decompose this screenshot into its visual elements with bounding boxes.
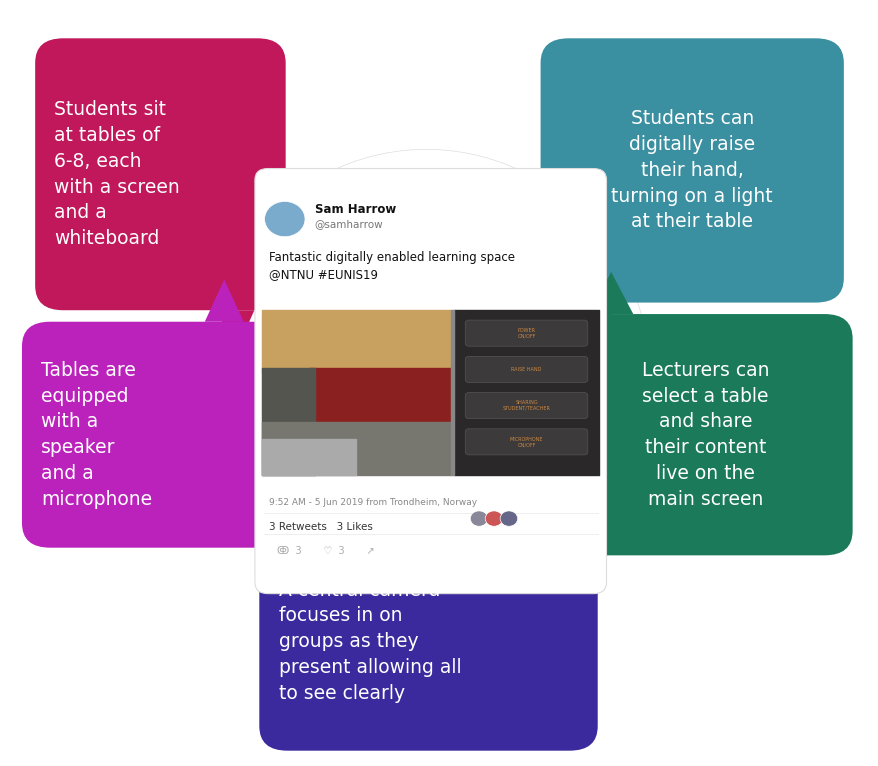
Polygon shape xyxy=(352,490,403,532)
Circle shape xyxy=(470,511,487,526)
Polygon shape xyxy=(588,272,632,314)
FancyBboxPatch shape xyxy=(558,314,852,555)
Text: MICROPHONE
ON/OFF: MICROPHONE ON/OFF xyxy=(509,437,543,447)
Text: A central camera
focuses in on
groups as they
present allowing all
to see clearl: A central camera focuses in on groups as… xyxy=(278,581,461,702)
FancyBboxPatch shape xyxy=(259,532,597,751)
FancyBboxPatch shape xyxy=(255,169,606,594)
Text: Students can
digitally raise
their hand,
turning on a light
at their table: Students can digitally raise their hand,… xyxy=(611,110,772,231)
Circle shape xyxy=(264,201,305,237)
FancyBboxPatch shape xyxy=(22,322,281,548)
Text: RAISE HAND: RAISE HAND xyxy=(511,367,541,372)
Ellipse shape xyxy=(202,149,650,609)
FancyBboxPatch shape xyxy=(35,38,285,310)
FancyBboxPatch shape xyxy=(464,320,587,346)
Circle shape xyxy=(485,511,502,526)
Text: 9:52 AM - 5 Jun 2019 from Trondheim, Norway: 9:52 AM - 5 Jun 2019 from Trondheim, Nor… xyxy=(269,498,477,507)
FancyBboxPatch shape xyxy=(262,310,599,475)
Polygon shape xyxy=(217,310,254,352)
Polygon shape xyxy=(572,303,617,345)
Text: ↂ  3       ♡  3       ↗: ↂ 3 ♡ 3 ↗ xyxy=(277,546,374,556)
Text: Sam Harrow: Sam Harrow xyxy=(314,204,395,216)
Polygon shape xyxy=(205,280,243,322)
FancyBboxPatch shape xyxy=(464,356,587,382)
FancyBboxPatch shape xyxy=(540,38,843,303)
FancyBboxPatch shape xyxy=(464,393,587,419)
Circle shape xyxy=(500,511,517,526)
Text: 3 Retweets   3 Likes: 3 Retweets 3 Likes xyxy=(269,522,372,532)
Text: POWER
ON/OFF: POWER ON/OFF xyxy=(517,328,535,339)
Text: Fantastic digitally enabled learning space
@NTNU #EUNIS19: Fantastic digitally enabled learning spa… xyxy=(269,251,515,281)
Text: Tables are
equipped
with a
speaker
and a
microphone: Tables are equipped with a speaker and a… xyxy=(41,361,152,509)
Text: SHARING
STUDENT/TEACHER: SHARING STUDENT/TEACHER xyxy=(502,401,550,411)
Text: Lecturers can
select a table
and share
their content
live on the
main screen: Lecturers can select a table and share t… xyxy=(641,361,768,509)
Text: Students sit
at tables of
6-8, each
with a screen
and a
whiteboard: Students sit at tables of 6-8, each with… xyxy=(54,100,180,248)
FancyBboxPatch shape xyxy=(464,429,587,455)
Text: @samharrow: @samharrow xyxy=(314,218,383,229)
